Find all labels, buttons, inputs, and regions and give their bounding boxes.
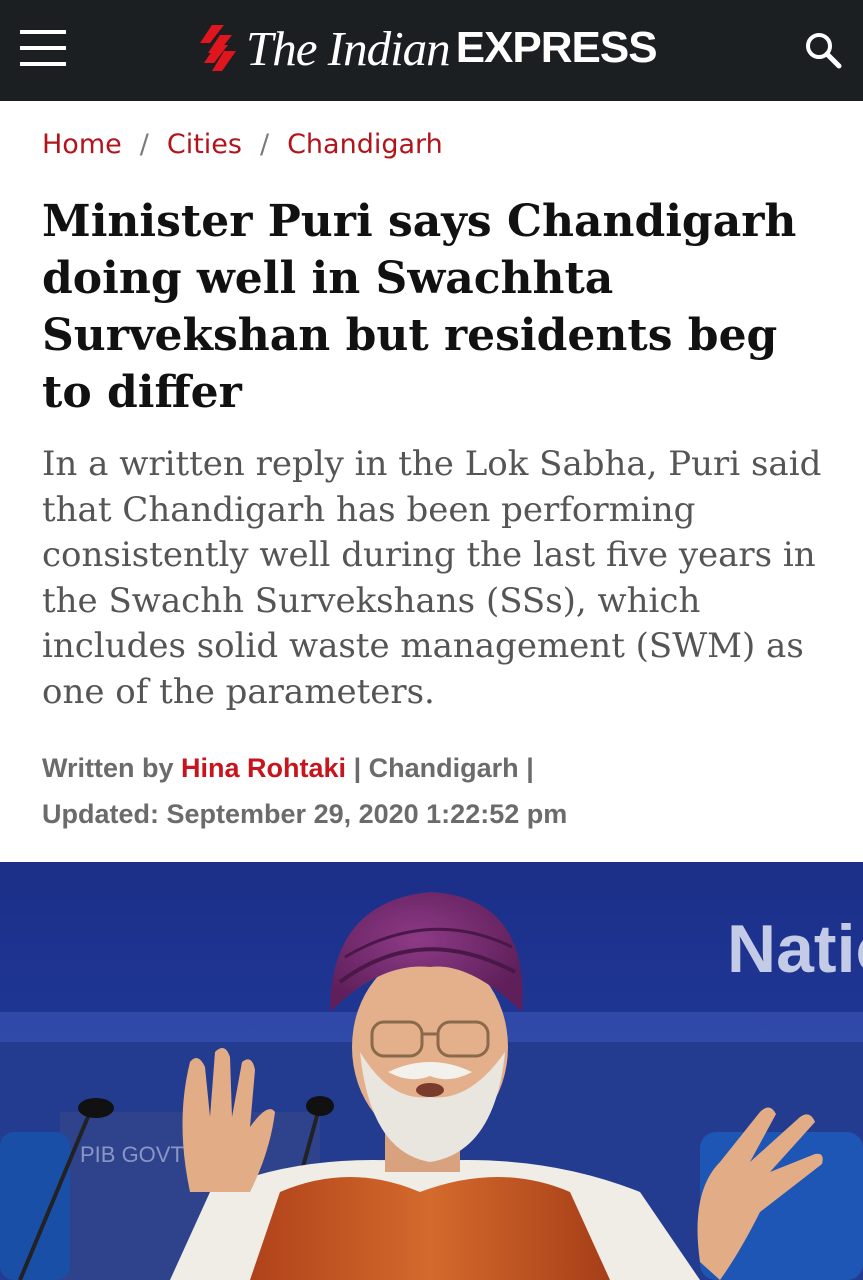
- breadcrumb-home[interactable]: Home: [42, 128, 122, 160]
- logo-text-express: EXPRESS: [455, 23, 658, 72]
- article-photo[interactable]: Natio PIB GOVT: [0, 862, 863, 1280]
- byline-location: Chandigarh: [368, 753, 519, 783]
- article-headline: Minister Puri says Chandigarh doing well…: [42, 196, 797, 418]
- backdrop-text: Natio: [727, 911, 863, 987]
- byline-author-line: Written by Hina Rohtaki | Chandigarh |: [42, 745, 842, 791]
- breadcrumb-chandigarh[interactable]: Chandigarh: [287, 128, 443, 160]
- author-link[interactable]: Hina Rohtaki: [181, 753, 347, 783]
- logo-mark-icon: [200, 25, 236, 71]
- breadcrumb-separator: /: [259, 128, 270, 160]
- logo-text-the-indian: The Indian: [246, 20, 451, 76]
- article-byline: Written by Hina Rohtaki | Chandigarh | U…: [42, 745, 842, 837]
- written-by-label: Written by: [42, 753, 174, 783]
- updated-timestamp: September 29, 2020 1:22:52 pm: [166, 799, 568, 829]
- menu-line: [20, 30, 66, 34]
- breadcrumb: Home / Cities / Chandigarh: [42, 124, 443, 164]
- panel-text: PIB GOVT: [80, 1142, 184, 1167]
- top-navigation-bar: The Indian EXPRESS: [0, 0, 863, 101]
- byline-divider: |: [526, 753, 534, 783]
- updated-label: Updated:: [42, 799, 159, 829]
- menu-line: [20, 62, 66, 66]
- site-logo[interactable]: The Indian EXPRESS: [198, 18, 658, 78]
- byline-updated-line: Updated: September 29, 2020 1:22:52 pm: [42, 791, 842, 837]
- byline-divider: |: [353, 753, 362, 783]
- search-icon[interactable]: [803, 30, 843, 70]
- menu-line: [20, 46, 66, 50]
- article-summary: In a written reply in the Lok Sabha, Pur…: [42, 444, 822, 712]
- hamburger-menu-icon[interactable]: [20, 30, 66, 66]
- breadcrumb-separator: /: [139, 128, 149, 160]
- article-photo-illustration: Natio PIB GOVT: [0, 862, 863, 1280]
- breadcrumb-cities[interactable]: Cities: [166, 128, 242, 160]
